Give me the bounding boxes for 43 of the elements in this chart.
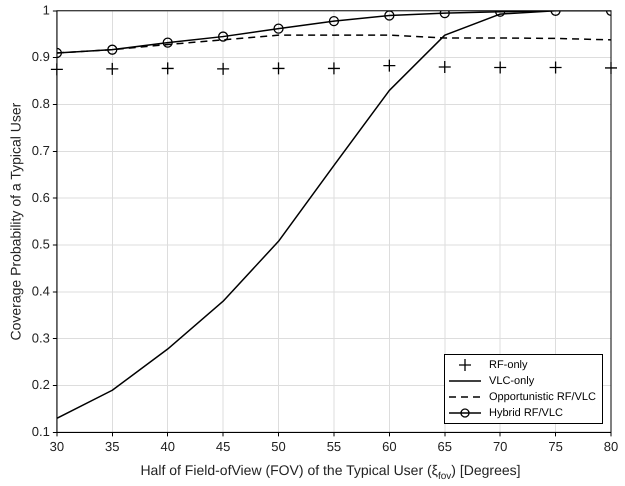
point [384, 10, 394, 21]
y-tick-label: 0.3 [32, 330, 50, 346]
x-tick-label: 55 [326, 438, 342, 454]
x-tick-label: 40 [160, 438, 175, 454]
point [327, 62, 341, 76]
point [494, 60, 507, 74]
legend-label: RF-only [489, 359, 528, 372]
x-tick-label: 50 [271, 438, 286, 454]
point [216, 62, 230, 76]
point [272, 62, 286, 76]
x-tick-label: 35 [105, 438, 120, 454]
x-tick-label: 30 [50, 438, 64, 454]
point [106, 62, 119, 76]
point [328, 16, 340, 26]
point [273, 23, 284, 34]
y-tick-label: 0.9 [32, 49, 50, 64]
legend-label: Opportunistic RF/VLC [489, 391, 596, 404]
y-tick-label: 0.6 [32, 190, 50, 205]
point [162, 38, 173, 48]
y-tick-label: 0.5 [32, 236, 50, 252]
point [548, 60, 562, 74]
point [382, 58, 396, 72]
y-tick-label: 0.7 [32, 142, 50, 158]
y-tick-label: 0.2 [32, 377, 50, 392]
y-tick-label: 0.1 [32, 424, 50, 439]
x-tick-label: 65 [438, 438, 452, 454]
x-tick-label: 60 [382, 438, 397, 454]
x-tick-label: 45 [216, 438, 230, 454]
x-tick-label: 70 [492, 438, 508, 454]
x-tick-label: 80 [604, 438, 618, 454]
y-axis-title: Coverage Probability of a Typical User [7, 102, 24, 341]
y-tick-label: 1 [42, 2, 50, 18]
x-axis-title: Half of Field-ofView (FOV) of the Typical User (ξ$_{fov}$) [Degrees] [139, 462, 522, 482]
legend-label: VLC-only [489, 375, 534, 388]
y-tick-label: 0.4 [32, 283, 50, 298]
y-tick-label: 0.8 [32, 96, 50, 112]
point [438, 60, 452, 74]
point [50, 62, 64, 76]
point [161, 62, 174, 76]
point [440, 10, 450, 18]
legend-label: Hybrid RF/VLC [489, 407, 563, 420]
point [218, 31, 228, 42]
x-tick-label: 75 [548, 438, 563, 454]
